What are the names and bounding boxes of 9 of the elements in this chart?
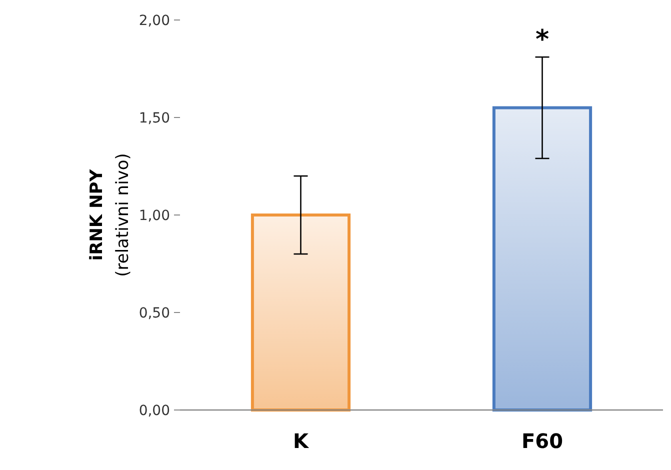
y-tick-label: 2,00: [138, 12, 170, 29]
y-axis-title: iRNK NPY (relativni nivo): [87, 153, 133, 277]
y-tick-label: 0,00: [138, 402, 170, 419]
annotation: *: [535, 25, 550, 56]
y-tick-label: 1,00: [138, 208, 170, 224]
x-tick-label: F60: [522, 429, 563, 453]
x-tick-label: K: [293, 429, 310, 453]
y-tick-label: 1,50: [138, 110, 170, 126]
y-tick-label: 0,50: [138, 305, 170, 322]
